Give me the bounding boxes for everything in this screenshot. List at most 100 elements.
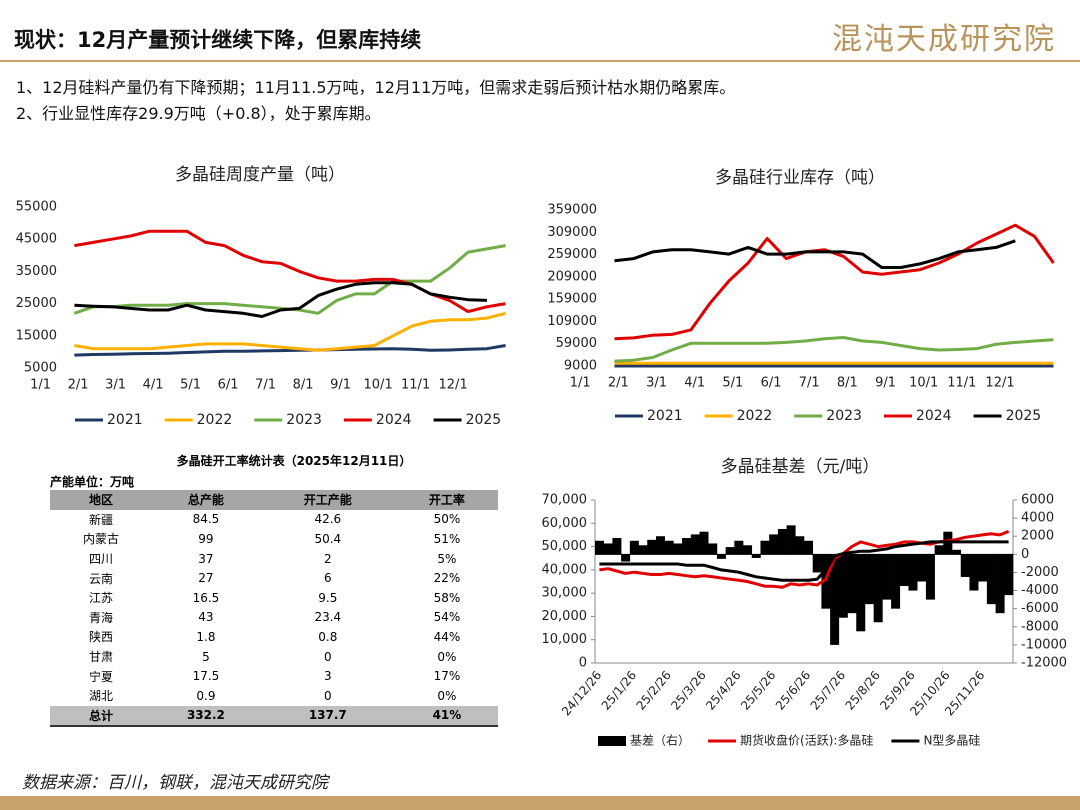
legend-label: 基差（右） xyxy=(630,733,690,748)
table-row: 内蒙古 99 50.4 51% xyxy=(50,529,498,549)
x-tick-label: 4/1 xyxy=(143,378,164,393)
x-tick-label: 10/1 xyxy=(909,376,938,391)
x-tick-label: 9/1 xyxy=(875,376,896,391)
y2-tick-label: -10000 xyxy=(1021,637,1067,652)
bar xyxy=(716,554,726,559)
table-cell: 3 xyxy=(323,669,332,684)
y2-tick-label: -12000 xyxy=(1021,656,1067,671)
y-tick-label: 0 xyxy=(579,656,587,671)
bar xyxy=(925,554,935,600)
y-tick-label: 30,000 xyxy=(542,586,588,601)
x-tick-label: 25/7/26 xyxy=(808,668,848,712)
y2-tick-label: 4000 xyxy=(1021,511,1054,526)
table-cell: 甘肃 xyxy=(89,650,114,665)
y-tick-label: 25000 xyxy=(16,296,57,311)
table-cell: 总产能 xyxy=(152,490,260,510)
table-cell: 23.4 xyxy=(314,610,342,625)
table-cell: 宁夏 xyxy=(89,669,114,684)
bar xyxy=(629,540,639,555)
x-tick-label: 5/1 xyxy=(180,378,201,393)
bar xyxy=(690,534,700,555)
y-tick-label: 40,000 xyxy=(542,562,588,577)
legend-label: N型多晶硅 xyxy=(923,734,980,748)
table-cell: 0 xyxy=(323,688,332,703)
legend-label: 2024 xyxy=(376,412,412,428)
x-tick-label: 25/5/26 xyxy=(738,668,778,712)
bar xyxy=(769,534,779,555)
bar xyxy=(847,554,857,614)
logo: 混沌天成研究院 xyxy=(832,22,1056,57)
table-cell: 54% xyxy=(433,610,461,625)
x-tick-label: 8/1 xyxy=(293,378,314,393)
line-series xyxy=(614,336,1054,363)
table-cell: 37 xyxy=(198,551,214,566)
bar xyxy=(821,554,831,609)
bar xyxy=(882,554,892,600)
bar xyxy=(873,554,883,623)
x-tick-label: 7/1 xyxy=(799,376,820,391)
table-row: 新疆 84.5 42.6 50% xyxy=(50,510,498,530)
y2-tick-label: 6000 xyxy=(1021,493,1054,508)
bar xyxy=(751,554,761,558)
y-tick-label: 50,000 xyxy=(542,539,588,554)
table-cell: 332.2 xyxy=(152,705,260,728)
table-cell: 17.5 xyxy=(192,669,220,684)
table-unit: 产能单位：万吨 xyxy=(50,475,135,489)
legend-label: 2024 xyxy=(916,408,952,424)
bar xyxy=(743,545,753,555)
legend-label: 2023 xyxy=(286,412,322,428)
page-title: 现状：12月产量预计继续下降，但累库持续 xyxy=(14,28,422,52)
bar xyxy=(638,545,648,555)
chart-title: 多晶硅周度产量（吨） xyxy=(175,165,345,185)
bar xyxy=(960,554,970,577)
table-cell: 41% xyxy=(395,705,498,728)
table-cell: 50.4 xyxy=(314,531,342,546)
x-tick-label: 9/1 xyxy=(330,378,351,393)
bar xyxy=(804,540,814,555)
x-tick-label: 1/1 xyxy=(30,378,51,393)
table-cell: 0% xyxy=(437,649,457,664)
table-title: 多晶硅开工率统计表（2025年12月11日） xyxy=(176,454,412,468)
table-cell: 云南 xyxy=(89,571,114,586)
y-tick-label: 55000 xyxy=(16,200,57,215)
x-tick-label: 25/8/26 xyxy=(843,668,883,712)
table-cell: 99 xyxy=(198,531,214,546)
table-cell: 青海 xyxy=(89,610,114,625)
chart-title: 多晶硅行业库存（吨） xyxy=(715,168,885,188)
line-series xyxy=(599,540,1009,582)
x-tick-label: 4/1 xyxy=(684,376,705,391)
table-row: 总计 332.2 137.7 41% xyxy=(50,705,498,728)
line-series xyxy=(74,281,487,318)
y-tick-label: 35000 xyxy=(16,264,57,279)
x-tick-label: 2/1 xyxy=(68,378,89,393)
table-cell: 0.8 xyxy=(318,629,338,644)
table-cell: 50% xyxy=(433,512,461,527)
table-cell: 51% xyxy=(433,531,461,546)
bar xyxy=(655,536,665,555)
line-series xyxy=(74,311,506,352)
table-cell: 137.7 xyxy=(259,705,396,728)
legend-label: 2021 xyxy=(647,408,683,424)
x-tick-label: 25/3/26 xyxy=(668,668,708,712)
x-tick-label: 25/6/26 xyxy=(773,668,813,712)
table-cell: 44% xyxy=(433,629,461,644)
x-tick-label: 25/1/26 xyxy=(599,668,639,712)
y2-tick-label: -6000 xyxy=(1021,601,1059,616)
x-tick-label: 7/1 xyxy=(255,378,276,393)
table-cell: 陕西 xyxy=(89,630,114,645)
table-cell: 开工产能 xyxy=(259,490,396,510)
bar xyxy=(682,538,692,555)
table-cell: 42.6 xyxy=(314,512,342,527)
x-tick-label: 3/1 xyxy=(105,378,126,393)
bar xyxy=(952,549,962,555)
table-grid: 地区 总产能 开工产能 开工率 新疆 84.5 42.6 50% 内蒙古 99 50.4 51% 四川 3… xyxy=(50,490,498,728)
line-series xyxy=(614,223,1055,341)
table-cell: 5% xyxy=(437,551,457,566)
line-series xyxy=(74,344,506,357)
bar xyxy=(708,543,718,555)
bar xyxy=(664,540,674,555)
bar xyxy=(760,540,770,555)
y2-tick-label: -8000 xyxy=(1021,619,1059,634)
